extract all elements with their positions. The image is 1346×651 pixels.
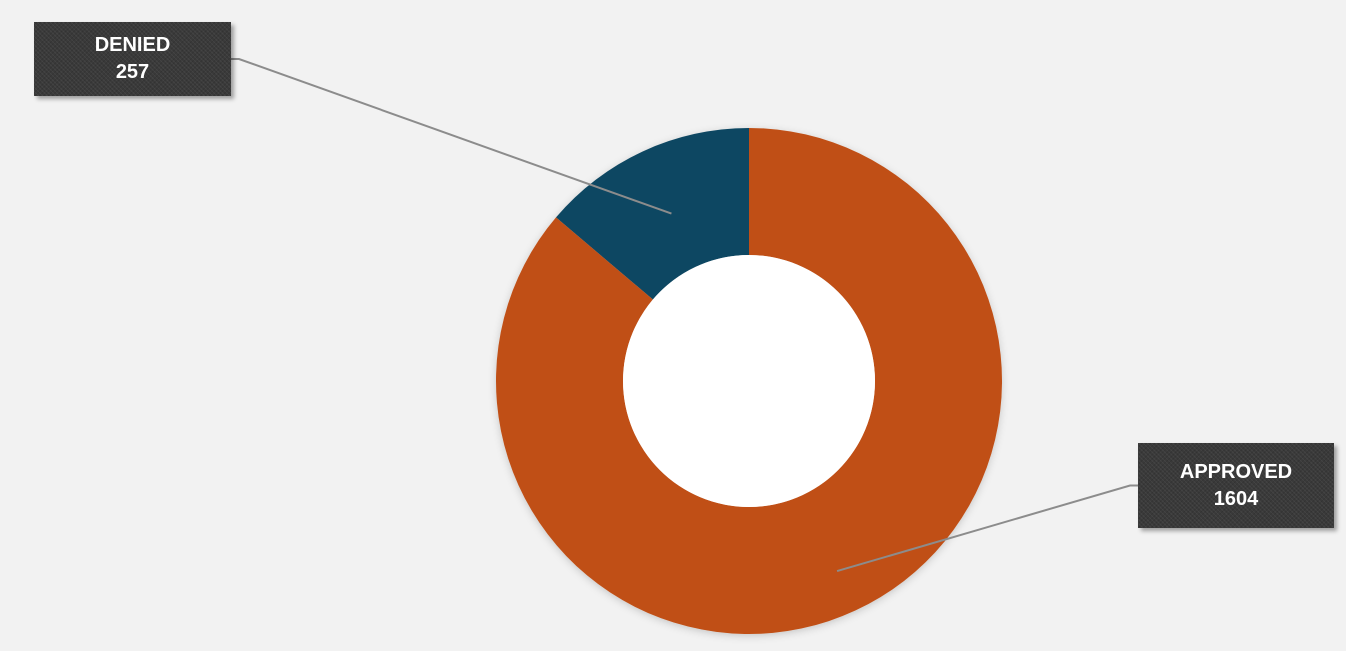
data-label-denied-value: 257 [115, 61, 150, 83]
data-label-approved-name: APPROVED [1179, 460, 1293, 483]
data-label-denied: DENIED 257 [34, 22, 231, 96]
data-label-approved: APPROVED 1604 [1138, 443, 1334, 528]
donut-slice-denied [556, 127, 749, 300]
data-label-approved-value: 1604 [1213, 487, 1259, 510]
leader-line-approved [836, 484, 1138, 573]
leader-lines [231, 58, 1138, 573]
donut-slice-approved [496, 128, 1002, 634]
data-label-denied-name: DENIED [94, 34, 171, 56]
donut-slices [496, 127, 1002, 634]
leader-line-denied [231, 58, 672, 215]
donut-hole [623, 255, 875, 507]
